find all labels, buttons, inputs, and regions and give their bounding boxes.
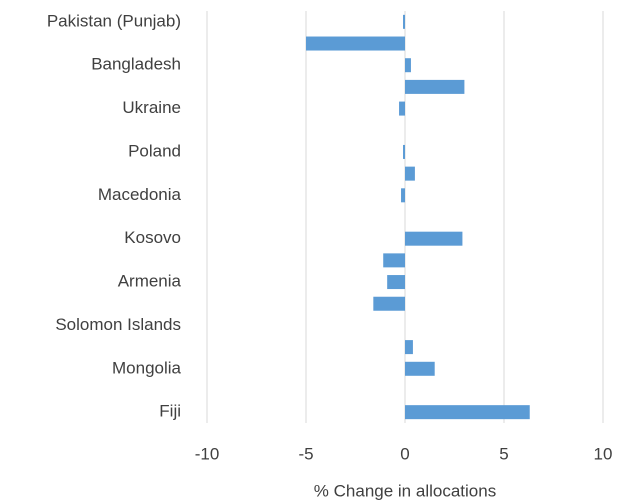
- x-tick-label: 5: [499, 444, 508, 463]
- bar: [405, 166, 415, 181]
- x-tick-label: 10: [594, 444, 613, 463]
- bar: [405, 58, 411, 73]
- bar: [401, 188, 405, 203]
- y-tick-label: Bangladesh: [91, 55, 181, 74]
- x-tick-label: -10: [195, 444, 220, 463]
- bar: [405, 405, 530, 420]
- x-tick-label: -5: [298, 444, 313, 463]
- bar: [373, 296, 405, 311]
- y-tick-label: Mongolia: [112, 358, 182, 377]
- bar: [405, 361, 435, 376]
- y-tick-label: Solomon Islands: [55, 315, 181, 334]
- bar: [387, 275, 405, 290]
- y-tick-label: Pakistan (Punjab): [47, 11, 181, 30]
- bar: [403, 14, 405, 29]
- x-axis-label: % Change in allocations: [314, 481, 496, 500]
- y-tick-label: Poland: [128, 141, 181, 160]
- y-tick-label: Macedonia: [98, 185, 182, 204]
- x-tick-label: 0: [400, 444, 409, 463]
- bar: [405, 79, 465, 94]
- bar: [399, 101, 405, 116]
- bar: [405, 340, 413, 355]
- bar: [403, 144, 405, 159]
- bar: [383, 253, 405, 268]
- y-tick-label: Ukraine: [122, 98, 181, 117]
- y-tick-label: Kosovo: [124, 228, 181, 247]
- bar: [306, 36, 405, 51]
- y-tick-label: Fiji: [159, 402, 181, 421]
- bar: [405, 231, 463, 246]
- y-tick-label: Armenia: [118, 272, 182, 291]
